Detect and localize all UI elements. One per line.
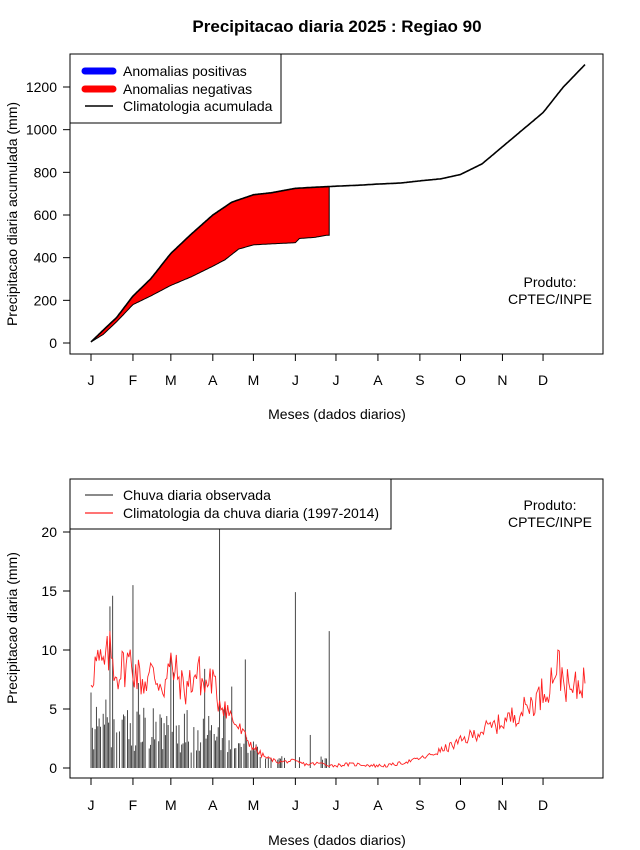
daily-xtick-label: F	[129, 797, 138, 813]
accumulated-ytick-label: 200	[34, 292, 58, 308]
daily-xtick-label: S	[415, 797, 424, 813]
accumulated-xtick-label: A	[373, 372, 383, 388]
daily-annotation-line1: Produto:	[524, 497, 577, 513]
accumulated-xtick-label: N	[497, 372, 507, 388]
daily-xtick-label: A	[208, 797, 218, 813]
accumulated-legend: Anomalias positivas Anomalias negativas …	[69, 53, 282, 124]
daily-chart: 0 5 10 15 20 J F M A M J J A S O N D Meses (dados diari…	[4, 478, 604, 848]
accumulated-xtick-label: F	[129, 372, 138, 388]
accumulated-xtick-label: M	[248, 372, 260, 388]
daily-ytick-label: 15	[41, 583, 57, 599]
climatology-daily-line	[90, 631, 586, 769]
negative-anomaly-area	[90, 185, 330, 343]
daily-ylabel: Precipitacao diaria (mm)	[4, 552, 20, 704]
accumulated-ylabel: Precipitacao diaria acumulada (mm)	[4, 102, 20, 326]
climatology-accumulated-line	[90, 64, 586, 343]
accumulated-chart: 0 200 400 600 800 1000 1200 J F M A M J J A S O N D Meses…	[4, 53, 604, 422]
daily-ytick-label: 0	[49, 760, 57, 776]
daily-ytick-label: 20	[41, 524, 57, 540]
daily-xtick-label: M	[165, 797, 177, 813]
daily-xlabel: Meses (dados diarios)	[268, 832, 406, 848]
accumulated-xtick-label: D	[538, 372, 548, 388]
accumulated-annotation-line1: Produto:	[524, 274, 577, 290]
daily-annotation-line2: CPTEC/INPE	[508, 514, 592, 530]
accumulated-xtick-label: A	[208, 372, 218, 388]
daily-xtick-label: O	[455, 797, 466, 813]
figure-title: Precipitacao diaria 2025 : Regiao 90	[192, 17, 481, 36]
accumulated-ytick-label: 1200	[26, 79, 57, 95]
accumulated-xtick-label: O	[455, 372, 466, 388]
accumulated-xtick-label: J	[88, 372, 95, 388]
legend-observed-label: Chuva diaria observada	[123, 487, 271, 503]
daily-xtick-label: J	[332, 797, 339, 813]
daily-xtick-label: J	[88, 797, 95, 813]
observed-rain-bars	[90, 526, 330, 768]
legend-negative-label: Anomalias negativas	[123, 81, 252, 97]
accumulated-xtick-label: J	[292, 372, 299, 388]
legend-daily-climatology-label: Climatologia da chuva diaria (1997-2014)	[123, 505, 379, 521]
daily-xtick-label: M	[248, 797, 260, 813]
accumulated-ytick-label: 600	[34, 207, 58, 223]
accumulated-ytick-label: 800	[34, 164, 58, 180]
daily-legend: Chuva diaria observada Climatologia da c…	[69, 478, 392, 530]
accumulated-ytick-label: 1000	[26, 122, 57, 138]
accumulated-annotation-line2: CPTEC/INPE	[508, 291, 592, 307]
legend-climatology-label: Climatologia acumulada	[123, 98, 273, 114]
daily-xtick-label: N	[497, 797, 507, 813]
accumulated-xtick-label: J	[332, 372, 339, 388]
accumulated-ytick-label: 0	[49, 335, 57, 351]
daily-xtick-label: D	[538, 797, 548, 813]
accumulated-ytick-label: 400	[34, 250, 58, 266]
legend-positive-label: Anomalias positivas	[123, 63, 247, 79]
accumulated-xlabel: Meses (dados diarios)	[268, 406, 406, 422]
daily-xtick-label: J	[292, 797, 299, 813]
accumulated-xtick-label: M	[165, 372, 177, 388]
accumulated-xtick-label: S	[415, 372, 424, 388]
daily-xtick-label: A	[373, 797, 383, 813]
daily-ytick-label: 5	[49, 701, 57, 717]
daily-ytick-label: 10	[41, 642, 57, 658]
